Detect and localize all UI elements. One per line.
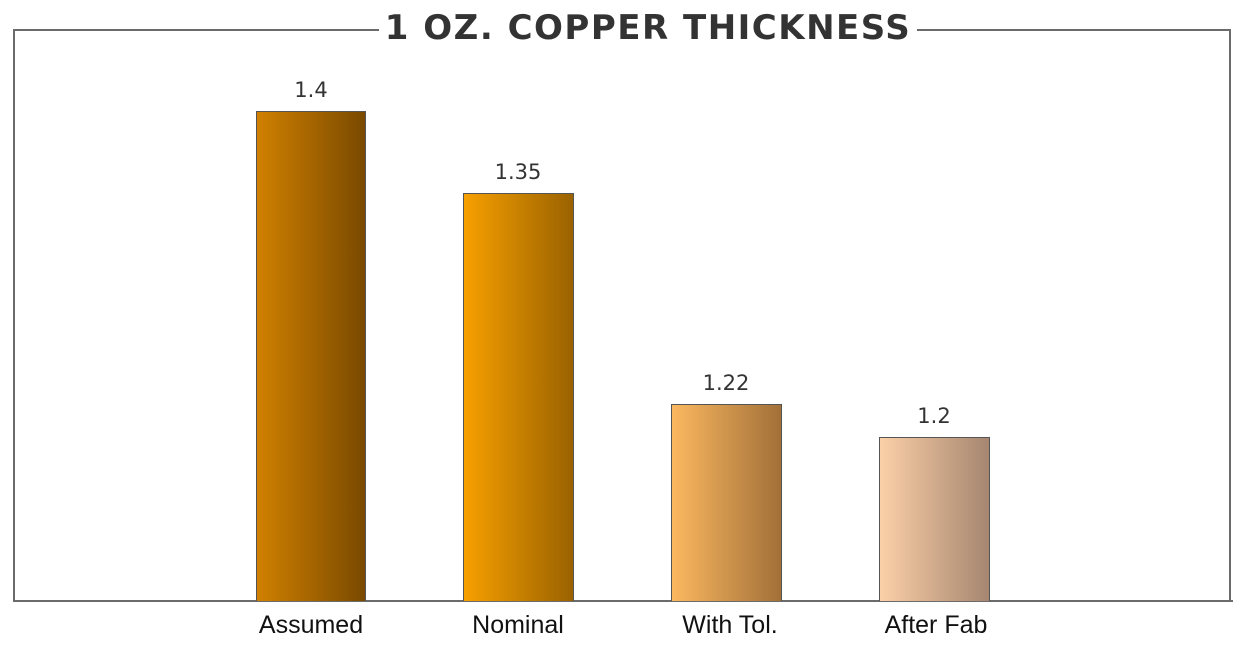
bar-nominal <box>463 192 574 601</box>
category-label-assumed: Assumed <box>258 611 364 639</box>
value-label-assumed: 1.4 <box>294 78 328 102</box>
category-label-nominal: Nominal <box>472 611 564 639</box>
bar-with-tol <box>671 404 782 601</box>
x-axis-line <box>13 600 1233 602</box>
bar-after-fab <box>879 437 990 601</box>
category-label-with-tol: With Tol. <box>682 611 778 639</box>
chart-title: 1 OZ. COPPER THICKNESS <box>0 8 1248 48</box>
bar-assumed <box>256 111 366 601</box>
chart-frame <box>13 29 1231 601</box>
chart-title-text: 1 OZ. COPPER THICKNESS <box>378 8 918 48</box>
value-label-nominal: 1.35 <box>494 159 542 184</box>
value-label-after-fab: 1.2 <box>917 404 951 428</box>
value-label-with-tol: 1.22 <box>702 371 750 396</box>
category-label-after-fab: After Fab <box>884 611 988 639</box>
